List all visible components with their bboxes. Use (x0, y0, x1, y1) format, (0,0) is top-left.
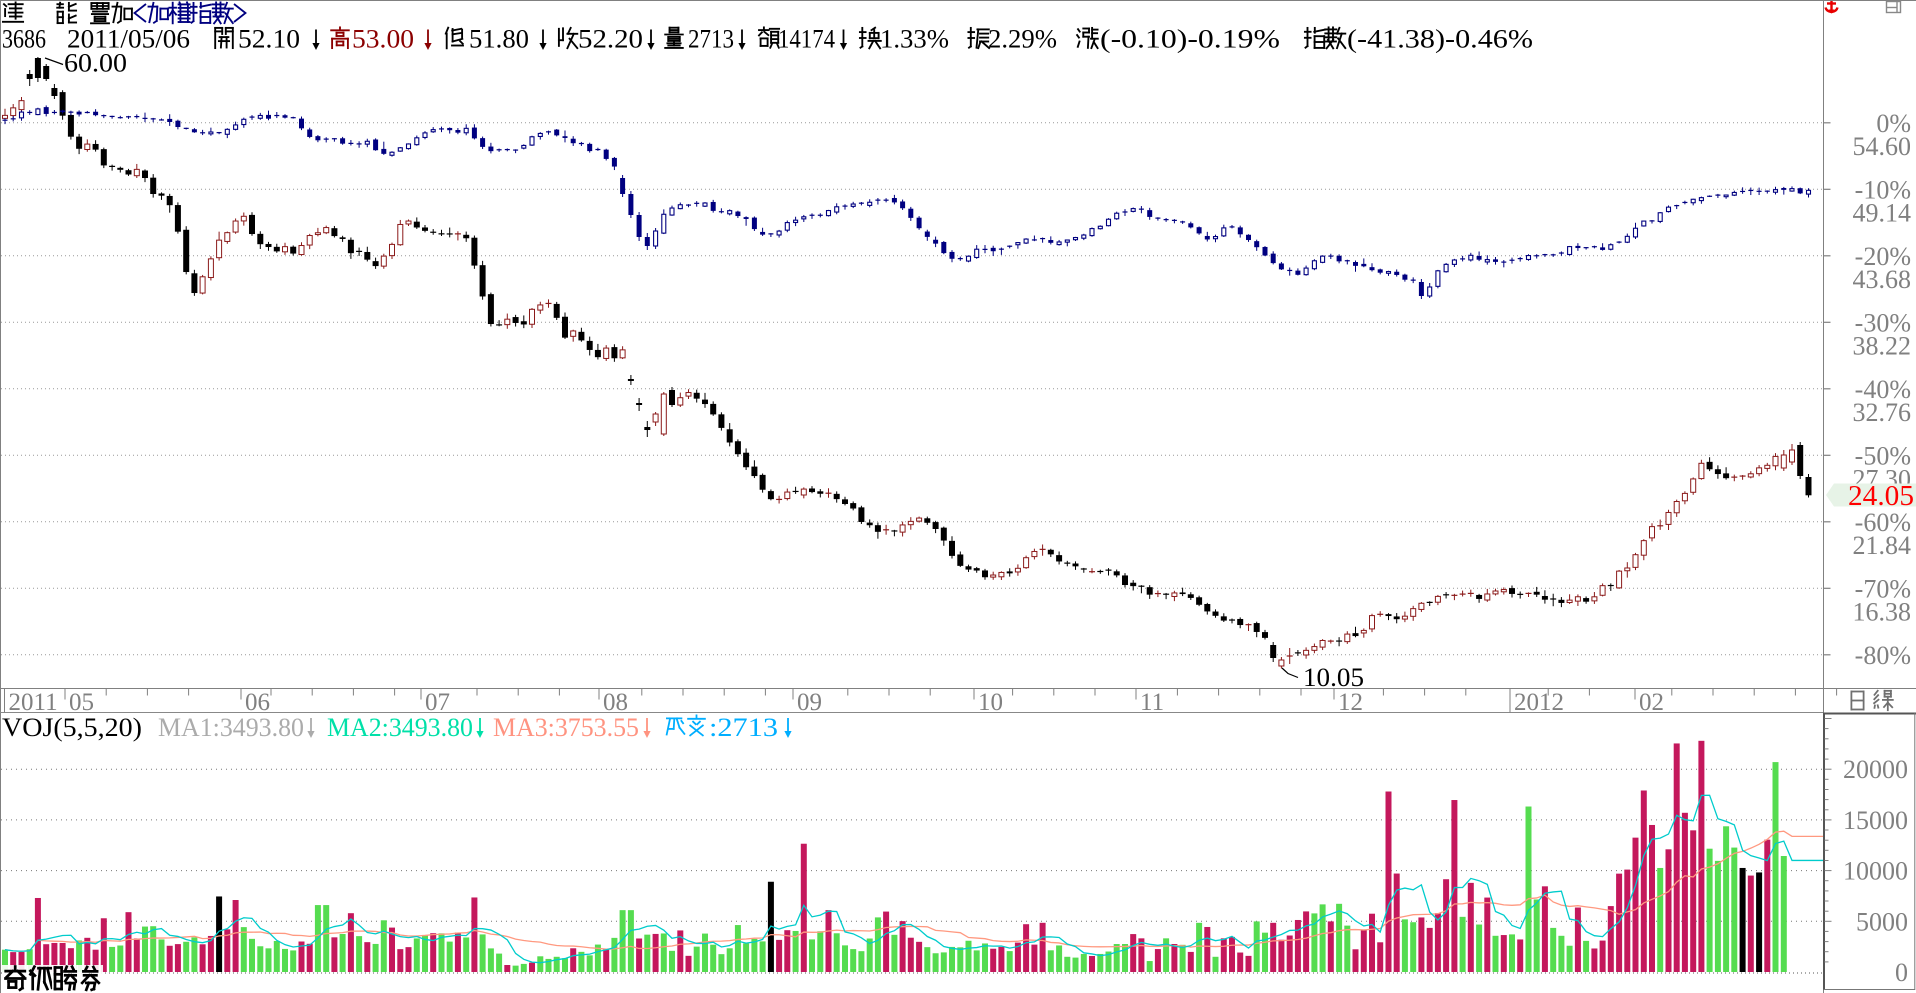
svg-text:10.05: 10.05 (1303, 663, 1364, 692)
svg-text:05: 05 (69, 689, 94, 716)
svg-text:10000: 10000 (1843, 857, 1908, 886)
svg-text:14174: 14174 (778, 25, 835, 54)
svg-text:5000: 5000 (1856, 907, 1908, 936)
svg-text:08: 08 (603, 689, 628, 716)
svg-text:02: 02 (1639, 689, 1664, 716)
svg-text:-60%: -60% (1855, 508, 1911, 537)
svg-text:MA3:3753.55: MA3:3753.55 (493, 713, 639, 742)
svg-text:12: 12 (1338, 689, 1363, 716)
svg-text:15000: 15000 (1843, 806, 1908, 835)
svg-text:32.76: 32.76 (1853, 398, 1912, 427)
svg-text:53.00: 53.00 (352, 25, 414, 54)
svg-text:49.14: 49.14 (1853, 198, 1912, 227)
svg-text:-10%: -10% (1855, 175, 1911, 204)
svg-text:16.38: 16.38 (1853, 597, 1912, 626)
svg-text:51.80: 51.80 (469, 25, 529, 54)
svg-text:10: 10 (978, 689, 1003, 716)
svg-text:24.05: 24.05 (1848, 481, 1914, 512)
svg-text:2011/05/06: 2011/05/06 (67, 25, 190, 54)
svg-text:2012: 2012 (1514, 689, 1564, 716)
svg-text:1.33%: 1.33% (880, 25, 949, 54)
svg-text:-30%: -30% (1855, 308, 1911, 337)
svg-text:(-0.10)-0.19%: (-0.10)-0.19% (1100, 25, 1280, 54)
svg-text:54.60: 54.60 (1853, 132, 1912, 161)
svg-text:VOJ(5,5,20): VOJ(5,5,20) (2, 713, 142, 742)
svg-text:MA2:3493.80: MA2:3493.80 (327, 713, 473, 742)
svg-text:06: 06 (245, 689, 270, 716)
svg-text:(-41.38)-0.46%: (-41.38)-0.46% (1347, 25, 1533, 54)
svg-text:43.68: 43.68 (1853, 265, 1912, 294)
svg-text:60.00: 60.00 (64, 49, 127, 78)
svg-text:0%: 0% (1876, 109, 1911, 138)
svg-text:2011: 2011 (9, 689, 58, 716)
svg-text:0: 0 (1895, 958, 1908, 987)
svg-text:09: 09 (797, 689, 822, 716)
svg-text:-80%: -80% (1855, 641, 1911, 670)
svg-text:07: 07 (425, 689, 450, 716)
svg-text:-40%: -40% (1855, 375, 1911, 404)
svg-text:-70%: -70% (1855, 574, 1911, 603)
svg-text:52.20: 52.20 (578, 25, 643, 54)
svg-text:3686: 3686 (2, 25, 46, 54)
svg-text:MA1:3493.80: MA1:3493.80 (158, 713, 304, 742)
svg-text:11: 11 (1140, 689, 1164, 716)
svg-text:20000: 20000 (1843, 755, 1908, 784)
svg-text:21.84: 21.84 (1853, 531, 1912, 560)
svg-text::2713: :2713 (709, 713, 778, 742)
svg-text:2713: 2713 (688, 25, 734, 54)
svg-text:-20%: -20% (1855, 242, 1911, 271)
svg-text:2.29%: 2.29% (988, 25, 1057, 54)
svg-text:52.10: 52.10 (238, 25, 300, 54)
svg-text:-50%: -50% (1855, 441, 1911, 470)
svg-text:38.22: 38.22 (1853, 331, 1912, 360)
